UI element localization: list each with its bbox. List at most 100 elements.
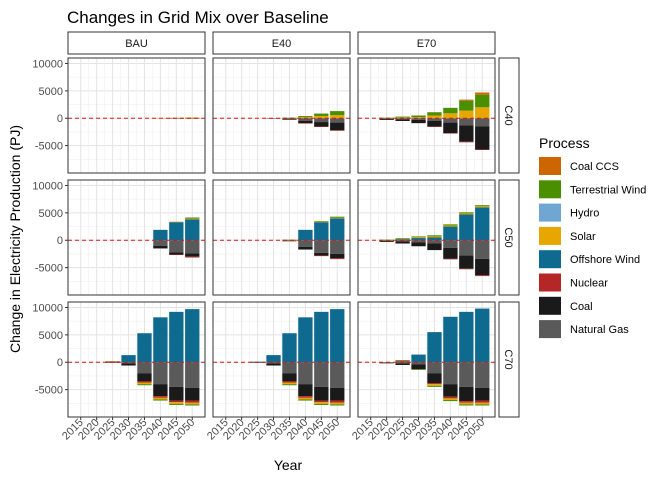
bar-coal-2035 (427, 243, 442, 251)
bar-nuclear-2050 (185, 400, 200, 403)
legend-label-natural-gas: Natural Gas (570, 324, 629, 336)
y-tick-label: 5000 (39, 330, 63, 342)
bar-offshore-wind-2030 (266, 355, 281, 363)
bar-terrestrial-wind-2035 (427, 112, 442, 116)
bar-natural-gas-2030 (411, 362, 426, 365)
bar-solar-2040 (298, 397, 313, 400)
bar-offshore-wind-2050 (185, 219, 200, 241)
bar-coal-2050 (475, 126, 490, 150)
bar-coal-2045 (169, 386, 184, 401)
bar-coal-2035 (282, 119, 297, 120)
bar-solar-2050 (185, 117, 200, 119)
bar-solar-2050 (475, 402, 490, 405)
bar-solar-2045 (459, 402, 474, 405)
y-tick-label: 10000 (32, 302, 63, 314)
bar-terrestrial-wind-2050 (330, 216, 345, 218)
bar-solar-2035 (282, 117, 297, 119)
bar-coal-2040 (298, 120, 313, 124)
bar-natural-gas-2040 (443, 240, 458, 248)
bar-offshore-wind-2045 (169, 222, 184, 241)
bar-natural-gas-2040 (298, 118, 313, 121)
bar-solar-2035 (137, 382, 152, 385)
bar-solar-2030 (411, 117, 426, 119)
bar-nuclear-2035 (427, 383, 442, 385)
bar-terrestrial-wind-2045 (459, 404, 474, 406)
bar-terrestrial-wind-2045 (314, 221, 329, 222)
bar-nuclear-2035 (282, 381, 297, 383)
legend-item-solar: Solar (539, 226, 596, 245)
bar-natural-gas-2035 (137, 362, 152, 374)
bar-terrestrial-wind-2040 (443, 107, 458, 114)
bar-natural-gas-2040 (298, 362, 313, 385)
bar-terrestrial-wind-2045 (314, 113, 329, 117)
bar-offshore-wind-2040 (298, 229, 313, 241)
bar-terrestrial-wind-2030 (411, 115, 426, 118)
bar-terrestrial-wind-2035 (282, 239, 297, 241)
bar-natural-gas-2050 (330, 362, 345, 388)
bar-natural-gas-2045 (314, 362, 329, 387)
bar-solar-2050 (330, 402, 345, 405)
bar-offshore-wind-2035 (282, 333, 297, 363)
bar-natural-gas-2050 (185, 118, 200, 119)
bar-solar-2045 (314, 402, 329, 404)
bar-natural-gas-2030 (266, 118, 281, 119)
bar-offshore-wind-2050 (330, 218, 345, 241)
strip-row-c50 (498, 179, 520, 296)
bar-natural-gas-2025 (395, 240, 410, 242)
bar-natural-gas-2030 (121, 362, 136, 364)
bar-coal-2050 (330, 253, 345, 259)
legend-swatch-coal-ccs (539, 157, 561, 175)
bar-offshore-wind-2050 (185, 309, 200, 363)
bar-nuclear-2040 (443, 258, 458, 260)
bar-coal-2030 (411, 242, 426, 247)
bar-offshore-wind-2045 (459, 214, 474, 241)
panel-c50-e70 (357, 179, 496, 296)
bar-natural-gas-2040 (153, 240, 168, 246)
legend-swatch-solar (539, 226, 561, 245)
bar-terrestrial-wind-2025 (395, 116, 410, 118)
legend-item-nuclear: Nuclear (539, 273, 608, 292)
bar-coal-2040 (153, 384, 168, 397)
bar-terrestrial-wind-2040 (443, 224, 458, 226)
bar-terrestrial-wind-2045 (169, 403, 184, 405)
panel-border (67, 57, 206, 174)
bar-terrestrial-wind-2035 (282, 384, 297, 386)
bar-coal-ccs-2025 (395, 360, 410, 362)
bar-terrestrial-wind-2050 (185, 404, 200, 406)
bar-offshore-wind-2030 (411, 238, 426, 241)
bar-natural-gas-2045 (314, 240, 329, 253)
bar-natural-gas-2045 (459, 118, 474, 126)
bar-solar-2045 (459, 110, 474, 119)
legend-item-terrestrial-wind: Terrestrial Wind (539, 180, 646, 199)
bar-coal-2020 (379, 240, 394, 242)
panel-border (67, 179, 206, 296)
bar-natural-gas-2045 (459, 362, 474, 387)
bar-nuclear-2040 (298, 396, 313, 398)
bar-coal-2040 (153, 245, 168, 249)
bar-natural-gas-2050 (185, 362, 200, 388)
x-axis-title: Year (274, 457, 303, 473)
facet-panels: BAU E40 E70 C40 C50 C70 -5000 0 5000 10000 -5000 0 5… (32, 31, 520, 442)
legend-swatch-natural-gas (539, 320, 561, 339)
bar-coal-2035 (427, 120, 442, 127)
bar-solar-2030 (411, 237, 426, 239)
bar-natural-gas-2050 (475, 240, 490, 259)
bar-nuclear-2050 (330, 400, 345, 403)
bar-coal-2040 (443, 247, 458, 259)
y-tick-label: 5000 (39, 86, 63, 98)
bar-coal-2040 (443, 122, 458, 134)
bar-offshore-wind-2050 (330, 309, 345, 363)
bar-terrestrial-wind-2040 (298, 116, 313, 118)
bar-coal-2050 (475, 258, 490, 276)
bar-natural-gas-2045 (314, 118, 329, 123)
bar-offshore-wind-2040 (443, 316, 458, 363)
bar-offshore-wind-2030 (411, 354, 426, 363)
bar-natural-gas-2040 (443, 362, 458, 385)
bar-natural-gas-2025 (395, 362, 410, 364)
bar-coal-2045 (459, 125, 474, 142)
panel-border (357, 179, 496, 296)
panel-border (212, 179, 351, 296)
bar-offshore-wind-2040 (153, 317, 168, 363)
